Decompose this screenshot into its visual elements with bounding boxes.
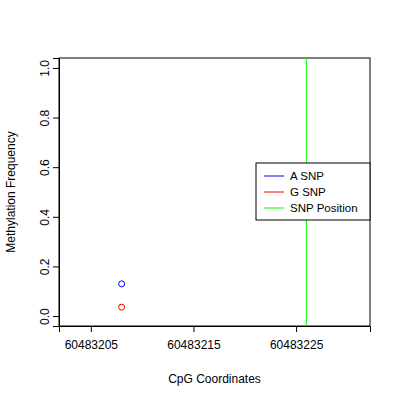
x-tick-mark <box>193 326 194 332</box>
y-tick: 1.0 <box>38 60 59 77</box>
y-tick-label: 0.4 <box>38 209 52 226</box>
y-tick-mark <box>53 217 59 218</box>
legend-label: SNP Position <box>290 202 358 214</box>
point <box>119 281 125 287</box>
y-tick-label: 0.6 <box>38 159 52 176</box>
y-axis: 0.0 0.2 0.4 0.6 0.8 1.0 <box>38 59 60 327</box>
y-tick-mark <box>53 118 59 119</box>
x-tick: 60483205 <box>65 326 119 352</box>
plot-area <box>119 58 307 326</box>
x-tick-label: 60483225 <box>270 338 324 352</box>
y-tick: 0.6 <box>38 159 59 176</box>
y-tick-mark <box>53 68 59 69</box>
x-axis: 60483205 60483215 60483225 <box>60 326 371 352</box>
legend-swatch <box>264 176 284 177</box>
point <box>119 304 125 310</box>
y-tick-label: 0.2 <box>38 258 52 275</box>
x-axis-title: CpG Coordinates <box>168 372 261 386</box>
legend-label: A SNP <box>290 170 324 182</box>
x-tick-label: 60483215 <box>167 338 221 352</box>
y-tick: 0.0 <box>38 308 59 325</box>
y-tick-label: 0.8 <box>38 109 52 126</box>
x-tick-mark <box>91 326 92 332</box>
legend-swatch <box>264 208 284 209</box>
x-tick: 60483215 <box>167 326 221 352</box>
legend: A SNP G SNP SNP Position <box>256 163 370 220</box>
y-tick-mark <box>53 167 59 168</box>
y-tick-mark <box>53 266 59 267</box>
x-tick-label: 60483205 <box>65 338 119 352</box>
y-tick-label: 0.0 <box>38 308 52 325</box>
y-tick-label: 1.0 <box>38 60 52 77</box>
legend-swatch <box>264 192 284 193</box>
y-tick: 0.8 <box>38 109 59 126</box>
chart: 60483205 60483215 60483225 0.0 0.2 0.4 0.6 0.8 1… <box>0 0 400 400</box>
x-tick: 60483225 <box>270 326 324 352</box>
y-tick-mark <box>53 316 59 317</box>
y-tick: 0.2 <box>38 258 59 275</box>
x-tick-mark <box>296 326 297 332</box>
y-axis-title: Methylation Frequency <box>4 131 18 252</box>
legend-box <box>256 163 370 220</box>
legend-label: G SNP <box>290 186 326 198</box>
x-axis-line <box>60 327 371 333</box>
plot-frame <box>59 58 370 326</box>
y-tick: 0.4 <box>38 209 59 226</box>
